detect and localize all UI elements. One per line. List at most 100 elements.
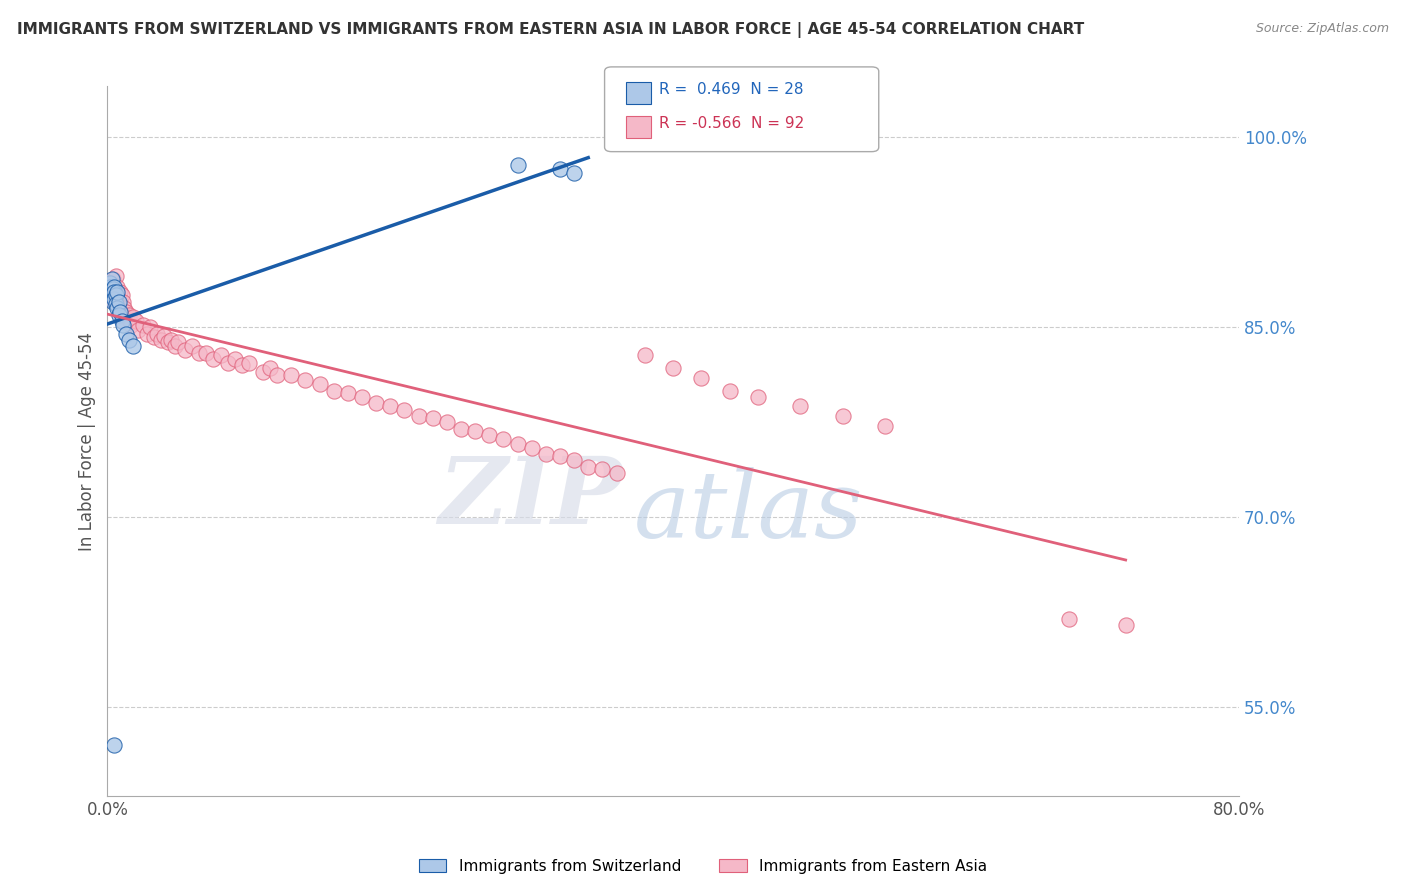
Point — [101, 282, 124, 296]
Point — [105, 301, 128, 315]
Point — [150, 333, 173, 347]
Text: R =  0.469  N = 28: R = 0.469 N = 28 — [659, 82, 804, 97]
Point — [747, 390, 769, 404]
Point — [111, 318, 134, 332]
Point — [103, 279, 125, 293]
Point — [450, 421, 472, 435]
Point — [336, 386, 359, 401]
Point — [875, 419, 897, 434]
Point — [718, 384, 741, 398]
Point — [280, 368, 302, 383]
Point — [103, 293, 125, 307]
Point — [157, 335, 180, 350]
Point — [238, 356, 260, 370]
Point — [100, 272, 122, 286]
Point — [98, 276, 121, 290]
Point — [548, 450, 571, 464]
Point — [209, 348, 232, 362]
Point — [231, 358, 253, 372]
Point — [108, 305, 131, 319]
Point — [114, 305, 136, 319]
Point — [101, 287, 124, 301]
Point — [104, 285, 127, 299]
Point — [110, 314, 132, 328]
Point — [108, 305, 131, 319]
Point — [436, 415, 458, 429]
Point — [103, 285, 125, 299]
Point — [308, 377, 330, 392]
Point — [831, 409, 853, 423]
Point — [115, 310, 138, 324]
Point — [160, 333, 183, 347]
Point — [100, 285, 122, 299]
Point — [107, 294, 129, 309]
Point — [139, 320, 162, 334]
Point — [108, 285, 131, 299]
Point — [120, 318, 142, 332]
Point — [562, 453, 585, 467]
Point — [690, 371, 713, 385]
Text: R = -0.566  N = 92: R = -0.566 N = 92 — [659, 116, 804, 131]
Point — [114, 326, 136, 341]
Point — [111, 314, 134, 328]
Point — [103, 739, 125, 753]
Point — [112, 301, 135, 315]
Point — [103, 294, 125, 309]
Point — [174, 343, 197, 357]
Point — [111, 294, 134, 309]
Point — [100, 276, 122, 290]
Point — [101, 272, 124, 286]
Point — [107, 301, 129, 315]
Point — [520, 441, 543, 455]
Point — [422, 411, 444, 425]
Point — [97, 282, 120, 296]
Point — [117, 308, 139, 322]
Point — [165, 339, 187, 353]
Point — [98, 279, 121, 293]
Point — [101, 294, 124, 309]
Point — [105, 297, 128, 311]
Point — [110, 310, 132, 324]
Point — [103, 287, 125, 301]
Point — [101, 288, 124, 302]
Point — [167, 335, 190, 350]
Y-axis label: In Labor Force | Age 45-54: In Labor Force | Age 45-54 — [79, 332, 96, 550]
Point — [591, 462, 613, 476]
Point — [789, 399, 811, 413]
Point — [153, 329, 176, 343]
Point — [605, 466, 627, 480]
Point — [105, 288, 128, 302]
Point — [259, 360, 281, 375]
Point — [294, 373, 316, 387]
Point — [104, 288, 127, 302]
Point — [1115, 618, 1137, 632]
Point — [105, 279, 128, 293]
Point — [408, 409, 430, 423]
Point — [548, 161, 571, 176]
Point — [350, 390, 373, 404]
Point — [143, 330, 166, 344]
Point — [136, 326, 159, 341]
Point — [562, 165, 585, 179]
Point — [195, 345, 218, 359]
Point — [202, 351, 225, 366]
Point — [105, 285, 128, 299]
Point — [394, 402, 416, 417]
Point — [110, 288, 132, 302]
Point — [662, 360, 685, 375]
Point — [98, 279, 121, 293]
Point — [132, 318, 155, 332]
Point — [107, 293, 129, 307]
Point — [217, 356, 239, 370]
Legend: Immigrants from Switzerland, Immigrants from Eastern Asia: Immigrants from Switzerland, Immigrants … — [413, 853, 993, 880]
Point — [506, 437, 529, 451]
Point — [224, 351, 246, 366]
Point — [121, 339, 143, 353]
Point — [364, 396, 387, 410]
Point — [181, 339, 204, 353]
Point — [322, 384, 344, 398]
Point — [478, 428, 501, 442]
Point — [576, 459, 599, 474]
Point — [128, 323, 150, 337]
Point — [104, 269, 127, 284]
